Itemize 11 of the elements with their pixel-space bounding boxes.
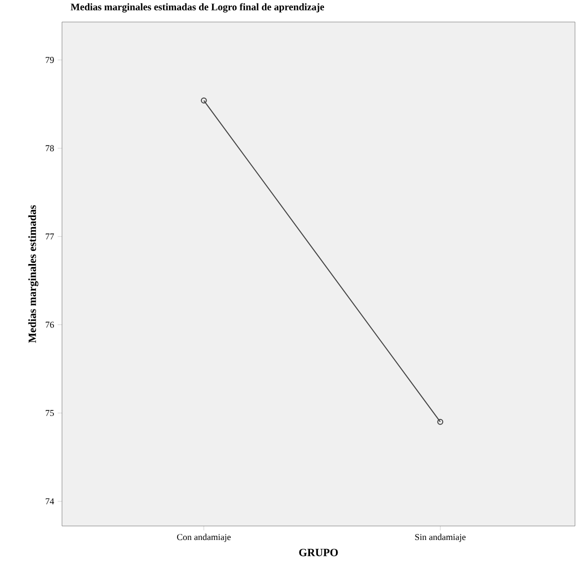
y-tick-label: 74 [46,498,54,504]
x-axis-title: GRUPO [299,548,338,556]
x-tick-label: Con andamiaje [177,534,231,542]
y-tick-label: 79 [46,56,54,63]
y-tick-label: 77 [46,234,54,240]
x-tick-label: Sin andamiaje [415,534,466,542]
y-tick-label: 78 [46,145,54,152]
y-axis-title: Medias marginales estimadas [28,205,38,343]
chart-title: Medias marginales estimadas de Logro final de aprendizaje [70,3,324,12]
y-tick-label: 76 [46,322,54,328]
y-tick-label: 75 [46,410,54,416]
